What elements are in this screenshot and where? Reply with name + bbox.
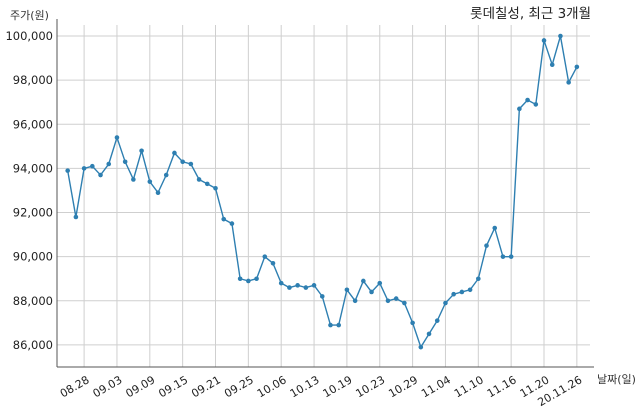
data-point: [541, 38, 547, 43]
data-point: [172, 150, 177, 156]
x-tick-label: 08.28: [58, 373, 92, 400]
data-point: [204, 181, 210, 187]
x-tick-label: 11.16: [485, 373, 519, 400]
data-point: [81, 166, 87, 171]
x-tick-label: 10.06: [255, 373, 289, 400]
data-point: [213, 185, 218, 191]
data-point: [410, 320, 415, 326]
data-point: [188, 161, 194, 167]
data-point: [467, 287, 473, 293]
y-tick-label: 88,000: [13, 294, 53, 308]
data-point: [434, 318, 440, 323]
data-point: [295, 283, 300, 288]
x-tick-label: 10.19: [321, 373, 355, 400]
data-point: [385, 298, 391, 304]
data-point: [237, 276, 243, 282]
data-point: [303, 285, 309, 290]
data-point: [196, 177, 202, 182]
data-point: [319, 294, 325, 299]
data-point: [73, 214, 79, 220]
price-series: [65, 33, 580, 350]
x-axis-title: 날짜(일): [597, 372, 636, 386]
data-point: [221, 216, 227, 222]
data-point: [369, 289, 374, 295]
data-point: [549, 62, 555, 68]
data-point: [574, 64, 580, 70]
data-point: [262, 254, 268, 259]
data-point: [163, 172, 169, 178]
data-point: [402, 300, 407, 306]
data-point: [65, 168, 70, 173]
data-point: [90, 163, 95, 169]
x-tick-label: 09.25: [222, 373, 256, 400]
x-tick-label: 10.13: [288, 373, 322, 400]
data-point: [229, 221, 235, 226]
data-point: [344, 287, 350, 293]
data-point: [114, 135, 120, 140]
x-tick-label: 09.09: [124, 373, 158, 400]
axis-layer: [56, 19, 594, 368]
data-point: [484, 243, 489, 248]
data-point: [476, 276, 481, 282]
data-point: [147, 179, 153, 184]
data-point: [393, 296, 399, 301]
data-point: [180, 159, 185, 165]
x-tick-label: 11.04: [419, 373, 453, 400]
data-point: [155, 190, 161, 195]
data-point: [98, 172, 103, 178]
data-point: [246, 278, 251, 284]
data-point: [361, 278, 366, 284]
y-tick-label: 94,000: [13, 161, 53, 175]
data-point: [254, 276, 259, 282]
data-point: [517, 106, 522, 112]
y-tick-label: 98,000: [13, 73, 53, 87]
chart-title: 롯데칠성, 최근 3개월: [470, 6, 591, 22]
x-tick-label: 09.21: [189, 373, 223, 400]
x-tick-label: 11.10: [452, 373, 486, 400]
data-point: [566, 80, 571, 85]
data-point: [139, 148, 144, 154]
data-point: [287, 285, 292, 290]
data-point: [278, 280, 284, 286]
data-point: [131, 177, 136, 182]
data-point: [558, 33, 563, 39]
data-point: [122, 159, 128, 165]
data-point: [492, 225, 498, 231]
data-point: [443, 300, 448, 306]
data-point: [377, 280, 383, 286]
data-point: [336, 322, 341, 328]
data-point: [328, 322, 333, 328]
data-point: [459, 289, 465, 295]
data-point: [106, 161, 112, 167]
y-tick-label: 96,000: [13, 117, 53, 131]
y-tick-label: 86,000: [13, 338, 53, 352]
data-point: [426, 331, 432, 337]
data-point: [500, 254, 506, 259]
x-tick-label: 10.23: [353, 373, 387, 400]
data-point: [533, 102, 539, 107]
data-point: [270, 260, 276, 266]
data-point: [418, 344, 424, 350]
data-point: [352, 298, 358, 304]
grid-layer: [57, 25, 590, 367]
tick-labels: 86,000 88,000 90,000 92,000 94,000 96,000 98,0…: [5, 29, 584, 409]
data-point: [451, 291, 456, 297]
data-point: [508, 254, 514, 259]
data-point: [525, 97, 530, 103]
y-axis-title: 주가(원): [10, 9, 49, 22]
data-point: [311, 283, 317, 288]
y-tick-label: 100,000: [5, 29, 53, 43]
x-tick-label: 10.29: [386, 373, 420, 400]
x-tick-label: 09.15: [156, 373, 190, 400]
y-tick-label: 92,000: [13, 206, 53, 220]
x-tick-label: 09.03: [91, 373, 125, 400]
y-tick-label: 90,000: [13, 250, 53, 264]
